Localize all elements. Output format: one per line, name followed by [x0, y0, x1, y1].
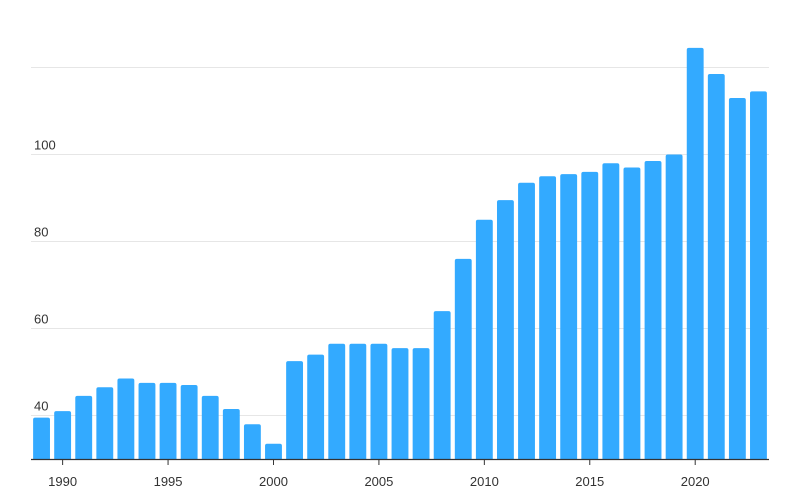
- bar-1999: [243, 424, 261, 459]
- x-tick-label: 2020: [681, 474, 710, 489]
- bar-2004: [349, 343, 367, 459]
- x-tick-label: 1995: [154, 474, 183, 489]
- bar-2022: [728, 97, 746, 459]
- bar-2020: [686, 47, 704, 460]
- bar-1995: [159, 382, 177, 459]
- bar-2011: [496, 200, 514, 460]
- x-tick-label: 1990: [48, 474, 77, 489]
- y-axis-labels: 40 60 80 100: [34, 138, 56, 414]
- x-tick-label: 2015: [575, 474, 604, 489]
- x-tick-label: 2010: [470, 474, 499, 489]
- x-axis-ticks: 1990 1995 2000 2005 2010 2015 2020: [48, 459, 710, 489]
- bar-1994: [138, 382, 156, 459]
- bar-2021: [707, 74, 725, 460]
- bar-2006: [391, 348, 409, 459]
- bar-1993: [117, 378, 135, 459]
- y-tick-label: 60: [34, 312, 48, 327]
- bar-1989: [33, 417, 50, 459]
- y-tick-label: 40: [34, 399, 48, 414]
- bar-2014: [560, 174, 578, 459]
- bar-2015: [581, 171, 599, 459]
- x-tick-label: 2000: [259, 474, 288, 489]
- x-tick-label: 2005: [364, 474, 393, 489]
- bar-1990: [54, 411, 72, 459]
- bar-2005: [370, 343, 388, 459]
- bar-2023: [750, 91, 767, 460]
- bar-2001: [286, 361, 304, 459]
- bar-2017: [623, 167, 641, 460]
- bar-2002: [307, 354, 325, 459]
- bar-2019: [665, 154, 683, 459]
- bar-2012: [518, 182, 535, 459]
- bar-2007: [412, 348, 430, 459]
- bar-2003: [328, 343, 346, 459]
- bar-1996: [180, 385, 198, 459]
- bar-2008: [433, 311, 451, 459]
- bar-2016: [602, 163, 620, 459]
- bar-2010: [475, 219, 493, 459]
- y-tick-label: 100: [34, 138, 56, 153]
- y-tick-label: 80: [34, 225, 48, 240]
- bar-1991: [75, 395, 93, 459]
- bar-1998: [222, 408, 240, 459]
- bar-1992: [96, 387, 114, 459]
- bar-2013: [539, 176, 557, 459]
- bar-1997: [201, 395, 219, 459]
- bars: [33, 47, 767, 460]
- bar-2009: [454, 258, 472, 459]
- bar-2000: [265, 443, 282, 459]
- bar-2018: [644, 161, 662, 459]
